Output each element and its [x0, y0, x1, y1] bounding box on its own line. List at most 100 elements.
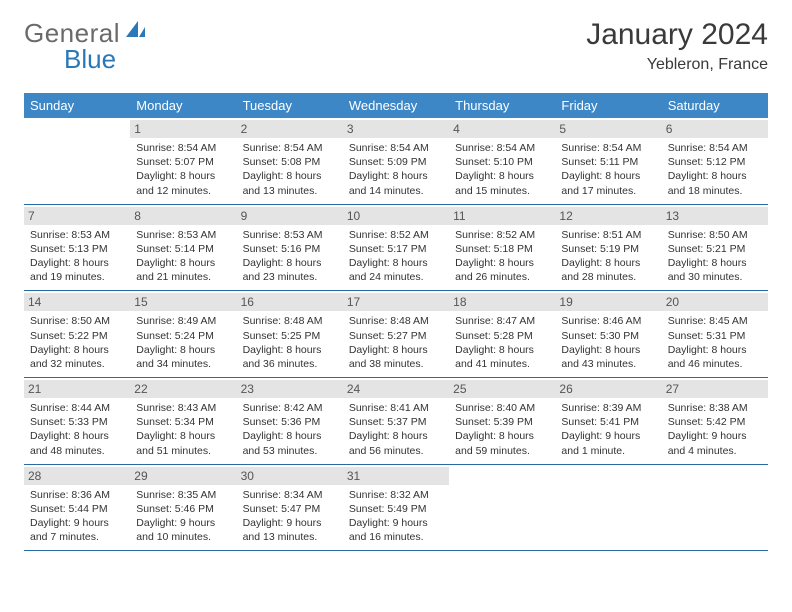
calendar-day: 14 Sunrise: 8:50 AMSunset: 5:22 PMDayligh…	[24, 291, 130, 377]
day-number: 16	[237, 293, 343, 311]
sunset-text: Sunset: 5:44 PM	[30, 502, 124, 516]
sunrise-text: Sunrise: 8:54 AM	[561, 141, 655, 155]
calendar-day: 23Sunrise: 8:42 AMSunset: 5:36 PMDayligh…	[237, 378, 343, 464]
day-info: Sunrise: 8:54 AMSunset: 5:09 PMDaylight:…	[349, 141, 443, 198]
day-number: 18	[449, 293, 555, 311]
daylight-text: Daylight: 9 hours and 1 minute.	[561, 429, 655, 457]
day-info: Sunrise: 8:39 AMSunset: 5:41 PMDaylight:…	[561, 401, 655, 458]
sunset-text: Sunset: 5:21 PM	[668, 242, 762, 256]
day-info: Sunrise: 8:45 AMSunset: 5:31 PMDaylight:…	[668, 314, 762, 371]
calendar-day: 24 Sunrise: 8:41 AMSunset: 5:37 PMDayligh…	[343, 378, 449, 464]
day-number: 14	[24, 293, 130, 311]
day-of-week-header: Sunday Monday Tuesday Wednesday Thursday…	[24, 93, 768, 118]
day-info: Sunrise: 8:54 AMSunset: 5:11 PMDaylight:…	[561, 141, 655, 198]
sunrise-text: Sunrise: 8:43 AM	[136, 401, 230, 415]
sunset-text: Sunset: 5:42 PM	[668, 415, 762, 429]
sunset-text: Sunset: 5:13 PM	[30, 242, 124, 256]
sunrise-text: Sunrise: 8:44 AM	[30, 401, 124, 415]
day-info: Sunrise: 8:36 AMSunset: 5:44 PMDaylight:…	[30, 488, 124, 545]
calendar-day: 19Sunrise: 8:46 AMSunset: 5:30 PMDayligh…	[555, 291, 661, 377]
logo-text-2: Blue	[64, 44, 116, 74]
dow-thursday: Thursday	[449, 93, 555, 118]
day-number: 15	[130, 293, 236, 311]
sunrise-text: Sunrise: 8:51 AM	[561, 228, 655, 242]
calendar-day: 13Sunrise: 8:50 AMSunset: 5:21 PMDayligh…	[662, 205, 768, 291]
sunset-text: Sunset: 5:46 PM	[136, 502, 230, 516]
daylight-text: Daylight: 8 hours and 26 minutes.	[455, 256, 549, 284]
sunset-text: Sunset: 5:36 PM	[243, 415, 337, 429]
sunrise-text: Sunrise: 8:49 AM	[136, 314, 230, 328]
daylight-text: Daylight: 8 hours and 38 minutes.	[349, 343, 443, 371]
calendar-day: 7 Sunrise: 8:53 AMSunset: 5:13 PMDaylight…	[24, 205, 130, 291]
sunset-text: Sunset: 5:27 PM	[349, 329, 443, 343]
day-number: 30	[237, 467, 343, 485]
calendar-day: 4 Sunrise: 8:54 AMSunset: 5:10 PMDaylight…	[449, 118, 555, 204]
day-info: Sunrise: 8:48 AMSunset: 5:27 PMDaylight:…	[349, 314, 443, 371]
sunset-text: Sunset: 5:08 PM	[243, 155, 337, 169]
day-info: Sunrise: 8:46 AMSunset: 5:30 PMDaylight:…	[561, 314, 655, 371]
day-info: Sunrise: 8:32 AMSunset: 5:49 PMDaylight:…	[349, 488, 443, 545]
sunset-text: Sunset: 5:11 PM	[561, 155, 655, 169]
day-number: 22	[130, 380, 236, 398]
day-number: 26	[555, 380, 661, 398]
calendar-week: 1Sunrise: 8:54 AMSunset: 5:07 PMDaylight…	[24, 118, 768, 205]
sunrise-text: Sunrise: 8:35 AM	[136, 488, 230, 502]
calendar-day	[449, 465, 555, 551]
sunrise-text: Sunrise: 8:50 AM	[668, 228, 762, 242]
day-number: 24	[343, 380, 449, 398]
day-info: Sunrise: 8:43 AMSunset: 5:34 PMDaylight:…	[136, 401, 230, 458]
sunset-text: Sunset: 5:09 PM	[349, 155, 443, 169]
sunrise-text: Sunrise: 8:45 AM	[668, 314, 762, 328]
day-number: 7	[24, 207, 130, 225]
daylight-text: Daylight: 8 hours and 46 minutes.	[668, 343, 762, 371]
sunrise-text: Sunrise: 8:41 AM	[349, 401, 443, 415]
day-info: Sunrise: 8:48 AMSunset: 5:25 PMDaylight:…	[243, 314, 337, 371]
daylight-text: Daylight: 8 hours and 56 minutes.	[349, 429, 443, 457]
calendar-day: 21 Sunrise: 8:44 AMSunset: 5:33 PMDayligh…	[24, 378, 130, 464]
daylight-text: Daylight: 8 hours and 23 minutes.	[243, 256, 337, 284]
calendar-day: 2Sunrise: 8:54 AMSunset: 5:08 PMDaylight…	[237, 118, 343, 204]
sunrise-text: Sunrise: 8:52 AM	[455, 228, 549, 242]
sunset-text: Sunset: 5:12 PM	[668, 155, 762, 169]
calendar-day: 20Sunrise: 8:45 AMSunset: 5:31 PMDayligh…	[662, 291, 768, 377]
daylight-text: Daylight: 8 hours and 43 minutes.	[561, 343, 655, 371]
day-info: Sunrise: 8:50 AMSunset: 5:22 PMDaylight:…	[30, 314, 124, 371]
sunset-text: Sunset: 5:37 PM	[349, 415, 443, 429]
sunrise-text: Sunrise: 8:42 AM	[243, 401, 337, 415]
sunset-text: Sunset: 5:34 PM	[136, 415, 230, 429]
day-info: Sunrise: 8:50 AMSunset: 5:21 PMDaylight:…	[668, 228, 762, 285]
calendar-day: 30Sunrise: 8:34 AMSunset: 5:47 PMDayligh…	[237, 465, 343, 551]
day-info: Sunrise: 8:52 AMSunset: 5:18 PMDaylight:…	[455, 228, 549, 285]
day-number: 21	[24, 380, 130, 398]
calendar-day	[662, 465, 768, 551]
day-info: Sunrise: 8:44 AMSunset: 5:33 PMDaylight:…	[30, 401, 124, 458]
day-info: Sunrise: 8:54 AMSunset: 5:10 PMDaylight:…	[455, 141, 549, 198]
sunrise-text: Sunrise: 8:52 AM	[349, 228, 443, 242]
daylight-text: Daylight: 8 hours and 13 minutes.	[243, 169, 337, 197]
day-number: 11	[449, 207, 555, 225]
daylight-text: Daylight: 8 hours and 14 minutes.	[349, 169, 443, 197]
calendar-day	[555, 465, 661, 551]
day-info: Sunrise: 8:53 AMSunset: 5:14 PMDaylight:…	[136, 228, 230, 285]
calendar-day: 11 Sunrise: 8:52 AMSunset: 5:18 PMDayligh…	[449, 205, 555, 291]
dow-friday: Friday	[555, 93, 661, 118]
calendar-day: 6Sunrise: 8:54 AMSunset: 5:12 PMDaylight…	[662, 118, 768, 204]
sunset-text: Sunset: 5:18 PM	[455, 242, 549, 256]
sunrise-text: Sunrise: 8:36 AM	[30, 488, 124, 502]
sunset-text: Sunset: 5:41 PM	[561, 415, 655, 429]
day-info: Sunrise: 8:38 AMSunset: 5:42 PMDaylight:…	[668, 401, 762, 458]
sunrise-text: Sunrise: 8:48 AM	[243, 314, 337, 328]
daylight-text: Daylight: 8 hours and 30 minutes.	[668, 256, 762, 284]
sunrise-text: Sunrise: 8:38 AM	[668, 401, 762, 415]
day-info: Sunrise: 8:53 AMSunset: 5:13 PMDaylight:…	[30, 228, 124, 285]
daylight-text: Daylight: 8 hours and 41 minutes.	[455, 343, 549, 371]
sunrise-text: Sunrise: 8:54 AM	[668, 141, 762, 155]
sunset-text: Sunset: 5:24 PM	[136, 329, 230, 343]
calendar-day: 22 Sunrise: 8:43 AMSunset: 5:34 PMDayligh…	[130, 378, 236, 464]
sunrise-text: Sunrise: 8:47 AM	[455, 314, 549, 328]
day-number: 29	[130, 467, 236, 485]
sunrise-text: Sunrise: 8:54 AM	[455, 141, 549, 155]
day-number: 4	[449, 120, 555, 138]
sunset-text: Sunset: 5:30 PM	[561, 329, 655, 343]
day-number: 5	[555, 120, 661, 138]
